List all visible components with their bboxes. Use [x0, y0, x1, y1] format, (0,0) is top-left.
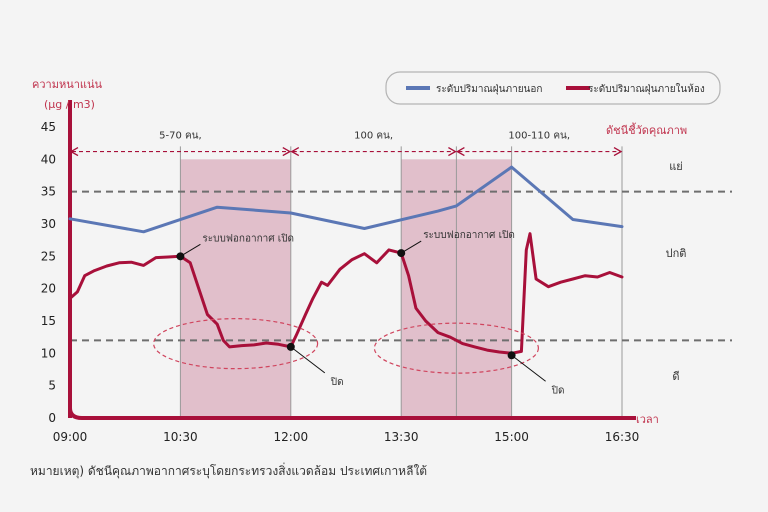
occupancy-label-2: 100 คน, — [354, 131, 393, 142]
annotation-label-2: ระบบฟอกอากาศ เปิด — [423, 230, 515, 241]
occupancy-arrowhead-right-2 — [448, 146, 457, 157]
x-tick-label: 09:00 — [53, 430, 88, 444]
series-line-1 — [68, 165, 624, 234]
quality-zone-label-3: ดี — [672, 370, 679, 383]
quality-zone-label-2: ปกติ — [666, 247, 687, 260]
y-tick-label: 25 — [41, 249, 56, 263]
occupancy-label-3: 100-110 คน, — [508, 131, 570, 142]
y-tick-label: 40 — [41, 152, 56, 166]
occupancy-arrowhead-right-3 — [613, 146, 623, 157]
threshold-lines — [70, 190, 732, 342]
y-tick-label: 30 — [41, 217, 56, 231]
highlight-ellipse-2 — [373, 322, 539, 374]
annotation-leader-1 — [180, 243, 201, 257]
highlight-ellipse-1 — [153, 318, 319, 370]
y-tick-label: 10 — [41, 346, 56, 360]
legend-label-indoor: ระดับปริมาณฝุ่นภายในห้อง — [588, 83, 705, 95]
annotation-leader-3 — [290, 346, 326, 374]
y-axis-unit: (μg / m3) — [44, 98, 95, 111]
legend-label-outdoor: ระดับปริมาณฝุ่นภายนอก — [436, 84, 542, 95]
occupancy-arrowhead-right-1 — [282, 146, 292, 157]
x-tick-label: 12:00 — [274, 430, 309, 444]
y-axis-title: ความหนาแน่น — [32, 78, 103, 91]
annotation-leader-2 — [400, 240, 422, 254]
shaded-period-1 — [180, 159, 291, 419]
x-tick-label: 10:30 — [163, 430, 198, 444]
annotation-leader-4 — [511, 354, 546, 382]
y-tick-label: 5 — [48, 379, 56, 393]
y-tick-label: 15 — [41, 314, 56, 328]
legend-box — [385, 71, 721, 105]
legend: ระดับปริมาณฝุ่นภายนอก ระดับปริมาณฝุ่นภายใ… — [385, 71, 721, 105]
y-tick-label: 0 — [48, 411, 56, 425]
x-tick-label: 15:00 — [494, 430, 529, 444]
y-tick-label: 45 — [41, 120, 56, 134]
y-tick-label: 20 — [41, 282, 56, 296]
occupancy-arrowhead-left-2 — [290, 146, 300, 157]
x-tick-label: 16:30 — [605, 430, 640, 444]
shaded-periods — [180, 159, 512, 419]
footnote: หมายเหตุ) ดัชนีคุณภาพอากาศระบุโดยกระทรวง… — [30, 462, 427, 479]
series-line-2 — [68, 232, 624, 417]
occupancy-arrowhead-left-3 — [455, 146, 465, 157]
occupancy-label-1: 5-70 คน, — [159, 131, 202, 142]
quality-index-title: ดัชนีชี้วัดคุณภาพ — [606, 122, 687, 137]
axis-labels: 0 5 10 15 20 25 30 35 40 45 09:00 10:30 12:00 13:30 15… — [30, 78, 687, 479]
annotation-dot-4 — [507, 351, 516, 360]
annotation-label-3: ปิด — [330, 377, 343, 388]
annotation-label-1: ระบบฟอกอากาศ เปิด — [202, 233, 294, 244]
annotations: ระบบฟอกอากาศ เปิด ระบบฟอกอากาศ เปิดปิดปิด — [153, 230, 564, 396]
series-lines — [68, 165, 624, 417]
annotation-label-4: ปิด — [551, 385, 564, 396]
x-axis-title: เวลา — [636, 413, 659, 426]
quality-zone-label-1: แย่ — [669, 160, 683, 173]
x-tick-label: 13:30 — [384, 430, 419, 444]
y-tick-label: 35 — [41, 185, 56, 199]
